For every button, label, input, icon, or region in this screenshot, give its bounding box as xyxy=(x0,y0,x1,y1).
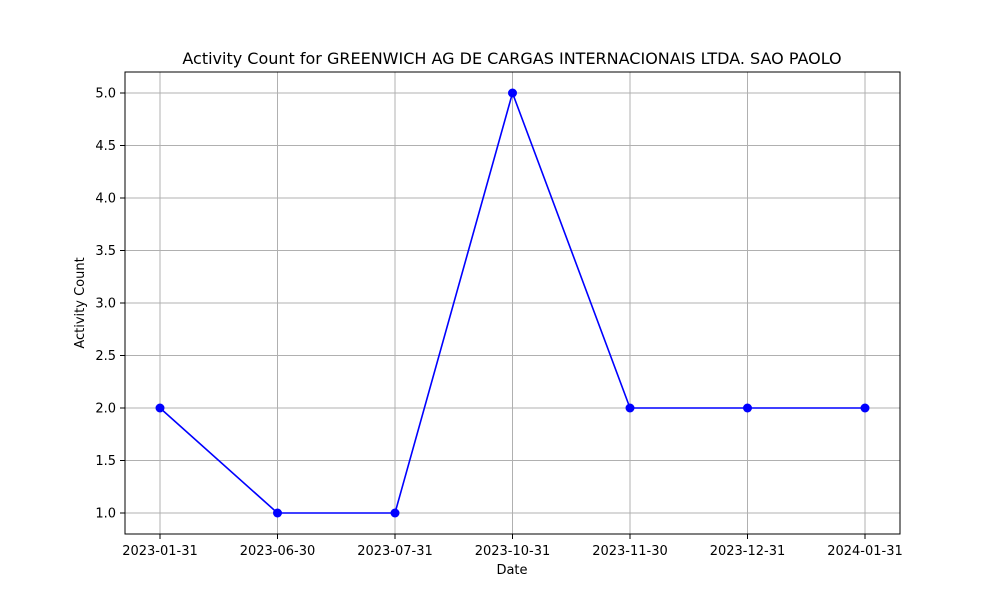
x-tick-label: 2023-07-31 xyxy=(357,544,433,559)
y-tick-label: 1.5 xyxy=(95,454,116,469)
x-tick-label: 2023-12-31 xyxy=(710,544,786,559)
y-axis-label: Activity Count xyxy=(73,257,88,348)
data-point xyxy=(625,403,635,413)
data-point xyxy=(743,403,752,413)
x-tick-label: 2023-10-31 xyxy=(475,544,551,559)
y-tick-label: 3.5 xyxy=(95,244,116,259)
y-tick-label: 5.0 xyxy=(95,87,116,102)
tick-layer: 2023-01-31 2023-06-30 2023-07-31 2023-10-31… xyxy=(95,87,902,560)
y-tick-label: 3.0 xyxy=(95,297,116,312)
data-point xyxy=(390,508,400,518)
chart-title: Activity Count for GREENWICH AG DE CARGA… xyxy=(182,49,841,68)
data-point xyxy=(273,508,282,518)
data-point xyxy=(860,403,870,413)
x-tick-label: 2023-06-30 xyxy=(240,544,316,559)
data-point xyxy=(155,403,165,413)
y-tick-label: 2.5 xyxy=(95,349,116,364)
x-axis-label: Date xyxy=(496,563,527,578)
data-point xyxy=(508,88,517,98)
y-tick-label: 2.0 xyxy=(95,402,116,417)
series-layer xyxy=(155,88,870,518)
x-tick-label: 2023-11-30 xyxy=(592,544,668,559)
x-tick-label: 2024-01-31 xyxy=(827,544,903,559)
y-tick-label: 4.0 xyxy=(95,192,116,207)
y-tick-label: 4.5 xyxy=(95,139,116,154)
x-tick-label: 2023-01-31 xyxy=(122,544,198,559)
y-tick-label: 1.0 xyxy=(95,507,116,522)
